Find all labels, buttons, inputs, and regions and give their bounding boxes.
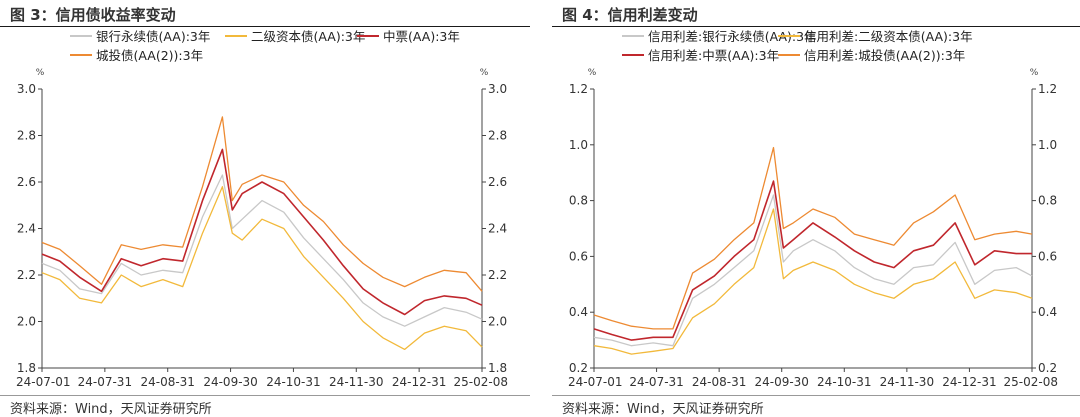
y-tick-label: 2.6 <box>17 175 36 189</box>
y-tick-label-right: 2.6 <box>488 175 507 189</box>
bottom-rule <box>552 395 1080 396</box>
y-tick-label-right: 1.2 <box>1038 82 1057 96</box>
x-tick-label: 24-07-31 <box>78 375 132 389</box>
series-line-1 <box>593 194 1033 347</box>
y-tick-label-right: 1.8 <box>488 361 507 375</box>
y-unit-left: % <box>36 68 45 78</box>
y-unit-right: % <box>480 68 489 78</box>
x-tick-label: 24-12-31 <box>392 375 446 389</box>
y-tick-label: 2.0 <box>17 315 36 329</box>
y-tick-label: 0.8 <box>569 194 588 208</box>
legend-label: 信用利差:银行永续债(AA):3年 <box>648 29 817 44</box>
legend-label: 中票(AA):3年 <box>383 29 460 44</box>
x-tick-label: 24-07-31 <box>629 375 683 389</box>
bottom-rule <box>0 395 530 396</box>
y-tick-label-right: 2.8 <box>488 129 507 143</box>
y-tick-label: 2.2 <box>17 268 36 282</box>
y-tick-label: 0.4 <box>569 305 588 319</box>
y-tick-label-right: 0.8 <box>1038 194 1057 208</box>
x-tick-label: 24-08-31 <box>140 375 194 389</box>
x-tick-label: 24-09-30 <box>203 375 257 389</box>
legend-label: 银行永续债(AA):3年 <box>96 29 210 44</box>
figure-title: 图 4：信用利差变动 <box>562 6 698 24</box>
y-tick-label: 1.0 <box>569 138 588 152</box>
title-rule <box>552 26 1080 27</box>
series-line-4 <box>41 116 483 292</box>
series-line-4 <box>593 146 1033 330</box>
legend-label: 信用利差:二级资本债(AA):3年 <box>804 29 973 44</box>
y-tick-label: 1.2 <box>569 82 588 96</box>
y-tick-label-right: 1.0 <box>1038 138 1057 152</box>
x-tick-label: 24-08-31 <box>692 375 746 389</box>
legend-label: 城投债(AA(2)):3年 <box>96 48 203 63</box>
x-tick-label: 24-10-31 <box>266 375 320 389</box>
x-tick-label: 24-07-01 <box>16 375 70 389</box>
x-tick-label: 24-11-30 <box>329 375 383 389</box>
source-note: 资料来源：Wind，天风证券研究所 <box>562 402 764 417</box>
x-tick-label: 24-12-31 <box>942 375 996 389</box>
y-tick-label: 1.8 <box>17 361 36 375</box>
series-line-3 <box>593 180 1032 341</box>
series-line-2 <box>593 208 1033 355</box>
figure-title: 图 3：信用债收益率变动 <box>10 6 176 24</box>
x-tick-label: 24-09-30 <box>754 375 808 389</box>
y-tick-label: 2.4 <box>17 222 36 236</box>
y-tick-label: 2.8 <box>17 129 36 143</box>
y-tick-label: 0.6 <box>569 249 588 263</box>
legend-label: 信用利差:城投债(AA(2)):3年 <box>804 48 965 63</box>
x-tick-label: 25-02-08 <box>454 375 508 389</box>
y-unit-right: % <box>1030 68 1039 78</box>
x-tick-label: 24-10-31 <box>817 375 871 389</box>
x-tick-label: 24-07-01 <box>568 375 622 389</box>
source-note: 资料来源：Wind，天风证券研究所 <box>10 402 212 417</box>
figure-3-panel: 图 3：信用债收益率变动 %% 3.0 3.0 2.8 2.8 2.6 2.6 2.4 2.4 2… <box>0 0 530 417</box>
series-line-2 <box>41 186 483 351</box>
title-rule <box>0 26 530 27</box>
y-tick-label-right: 0.2 <box>1038 361 1057 375</box>
y-tick-label-right: 0.6 <box>1038 249 1057 263</box>
y-unit-left: % <box>588 68 597 78</box>
y-tick-label-right: 2.2 <box>488 268 507 282</box>
series-line-3 <box>41 148 483 316</box>
series-line-1 <box>41 174 483 327</box>
y-tick-label: 3.0 <box>17 82 36 96</box>
x-tick-label: 25-02-08 <box>1004 375 1058 389</box>
y-tick-label-right: 2.4 <box>488 222 507 236</box>
y-tick-label-right: 0.4 <box>1038 305 1057 319</box>
yield-chart: % %3.0 3.02.8 2.82.6 2.62.4 2.42.2 2.22.0 2.01.… <box>16 29 508 389</box>
x-tick-label: 24-11-30 <box>880 375 934 389</box>
legend-label: 信用利差:中票(AA):3年 <box>648 48 779 63</box>
legend-label: 二级资本债(AA):3年 <box>251 29 365 44</box>
spread-chart: % %1.2 1.21.0 1.00.8 0.80.6 0.60.4 0.40.2 0.224… <box>568 29 1058 389</box>
y-tick-label: 0.2 <box>569 361 588 375</box>
y-tick-label-right: 3.0 <box>488 82 507 96</box>
y-tick-label-right: 2.0 <box>488 315 507 329</box>
figure-4-panel: 图 4：信用利差变动 %% 1.2 1.2 1.0 1.0 0.8 0.8 0.6 0.6 0.4… <box>552 0 1080 417</box>
